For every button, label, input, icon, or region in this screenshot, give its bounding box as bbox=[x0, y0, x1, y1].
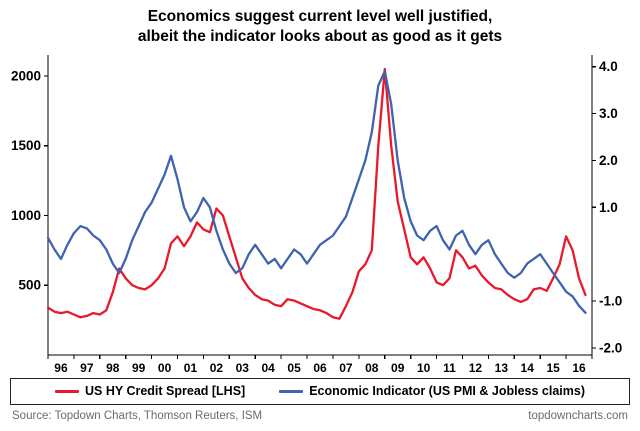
x-axis-tick-label: 12 bbox=[469, 361, 483, 375]
right-axis-tick-label: -2.0 bbox=[599, 340, 622, 355]
x-axis-tick-label: 03 bbox=[236, 361, 250, 375]
source-text: Source: Topdown Charts, Thomson Reuters,… bbox=[12, 409, 263, 422]
chart-title: Economics suggest current level well jus… bbox=[0, 0, 640, 47]
x-axis-tick-label: 16 bbox=[572, 361, 586, 375]
right-axis-tick-label: 1.0 bbox=[599, 200, 618, 215]
x-axis-tick-label: 09 bbox=[391, 361, 405, 375]
x-axis-tick-label: 97 bbox=[80, 361, 94, 375]
legend-item-econ-indicator: Economic Indicator (US PMI & Jobless cla… bbox=[279, 384, 585, 398]
chart-area: 500 1000 1500 2000 -2.0 -1.0 1.0 2.0 3.0 4.0 96 97 9… bbox=[0, 47, 640, 377]
x-axis-tick-label: 00 bbox=[158, 361, 172, 375]
chart-footer: Source: Topdown Charts, Thomson Reuters,… bbox=[0, 405, 640, 422]
left-axis-tick-label: 1000 bbox=[11, 208, 41, 223]
x-axis-tick-label: 07 bbox=[339, 361, 353, 375]
site-text: topdowncharts.com bbox=[528, 409, 628, 422]
x-axis-tick-label: 13 bbox=[495, 361, 509, 375]
x-axis-tick-label: 05 bbox=[287, 361, 301, 375]
right-axis-tick-label: 4.0 bbox=[599, 59, 618, 74]
x-axis-tick-label: 06 bbox=[313, 361, 327, 375]
left-axis-tick-label: 1500 bbox=[11, 138, 41, 153]
x-axis-tick-label: 04 bbox=[262, 361, 276, 375]
x-axis-tick-label: 08 bbox=[365, 361, 379, 375]
chart-title-line2: albeit the indicator looks about as good… bbox=[137, 27, 503, 45]
x-axis-tick-label: 98 bbox=[106, 361, 120, 375]
legend-item-hy-spread: US HY Credit Spread [LHS] bbox=[55, 384, 245, 398]
x-axis-tick-label: 96 bbox=[54, 361, 68, 375]
left-axis-tick-label: 500 bbox=[18, 277, 41, 292]
chart-title-line1: Economics suggest current level well jus… bbox=[147, 8, 493, 25]
right-axis-tick-label: 2.0 bbox=[599, 153, 618, 168]
right-axis-tick-label: -1.0 bbox=[599, 293, 622, 308]
legend-label-hy-spread: US HY Credit Spread [LHS] bbox=[85, 384, 246, 399]
hy-credit-spread-line bbox=[46, 67, 587, 320]
x-axis-tick-label: 14 bbox=[521, 361, 535, 375]
x-axis-tick-label: 15 bbox=[546, 361, 560, 375]
x-axis-tick-label: 11 bbox=[443, 361, 456, 375]
x-axis-tick-label: 10 bbox=[417, 361, 431, 375]
x-axis-tick-label: 02 bbox=[210, 361, 224, 375]
left-axis-tick-label: 2000 bbox=[11, 68, 41, 83]
economic-indicator-line bbox=[46, 69, 587, 314]
red-line-swatch bbox=[55, 389, 79, 393]
chart-legend: US HY Credit Spread [LHS] Economic Indic… bbox=[10, 377, 630, 405]
blue-line-swatch bbox=[279, 389, 304, 393]
legend-label-econ-indicator: Economic Indicator (US PMI & Jobless cla… bbox=[309, 384, 585, 399]
x-axis-tick-label: 99 bbox=[132, 361, 146, 375]
x-axis-tick-label: 01 bbox=[184, 361, 198, 375]
right-axis-tick-label: 3.0 bbox=[599, 106, 618, 121]
